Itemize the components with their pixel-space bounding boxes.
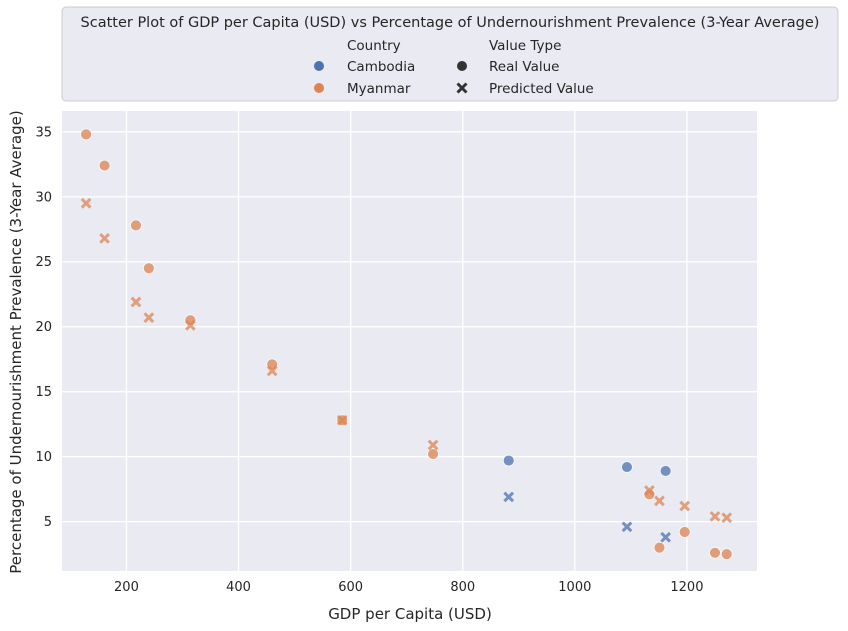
y-tick-label: 5 bbox=[44, 515, 52, 530]
grid-lines bbox=[62, 111, 757, 571]
y-tick-label: 15 bbox=[35, 385, 52, 400]
y-tick-label: 35 bbox=[35, 125, 52, 140]
point-myanmar-real bbox=[130, 219, 142, 232]
plot-background bbox=[62, 111, 757, 571]
point-myanmar-real bbox=[678, 526, 691, 538]
point-cambodia-predicted bbox=[503, 491, 515, 503]
legend-style-title: Value Type bbox=[489, 38, 561, 54]
point-myanmar-predicted bbox=[644, 485, 655, 496]
y-tick-label: 20 bbox=[35, 320, 52, 335]
point-myanmar-real bbox=[720, 548, 733, 561]
point-cambodia-predicted bbox=[660, 531, 672, 543]
chart-title: Scatter Plot of GDP per Capita (USD) vs … bbox=[81, 15, 820, 31]
legend: Scatter Plot of GDP per Capita (USD) vs … bbox=[61, 6, 839, 102]
point-cambodia-real bbox=[659, 465, 672, 477]
legend-myanmar-label: Myanmar bbox=[347, 81, 411, 97]
point-myanmar-predicted bbox=[336, 414, 348, 426]
point-myanmar-predicted bbox=[654, 495, 665, 507]
point-cambodia-real bbox=[502, 454, 515, 467]
point-myanmar-predicted bbox=[143, 312, 155, 323]
legend-predicted-value-label: Predicted Value bbox=[489, 81, 594, 97]
x-axis-label: GDP per Capita (USD) bbox=[328, 605, 492, 623]
point-myanmar-real bbox=[80, 128, 93, 141]
point-myanmar-predicted bbox=[709, 511, 721, 522]
point-myanmar-real bbox=[98, 159, 111, 172]
point-myanmar-predicted bbox=[184, 320, 196, 331]
tick-labels: 200 400 600 800 1000 1200 5 10 15 20 25 30 35 bbox=[35, 125, 703, 595]
legend-real-value-label: Real Value bbox=[489, 59, 559, 75]
point-cambodia-real bbox=[621, 461, 633, 473]
legend-hue-title: Country bbox=[347, 38, 401, 54]
point-myanmar-real bbox=[653, 541, 666, 554]
x-tick-label: 1000 bbox=[558, 580, 591, 595]
point-myanmar-predicted bbox=[99, 232, 110, 244]
x-tick-label: 600 bbox=[338, 580, 363, 595]
point-myanmar-predicted bbox=[130, 296, 142, 308]
point-myanmar-real bbox=[427, 448, 439, 460]
x-tick-label: 200 bbox=[114, 580, 139, 595]
legend-predicted-value-x-icon bbox=[456, 82, 468, 94]
point-myanmar-predicted bbox=[427, 439, 439, 451]
legend-real-value-circle-icon bbox=[457, 61, 467, 71]
point-myanmar-predicted bbox=[80, 197, 92, 209]
point-myanmar-real bbox=[142, 262, 155, 275]
legend-cambodia-circle-icon bbox=[314, 61, 324, 71]
point-myanmar-predicted bbox=[679, 500, 691, 512]
x-tick-label: 800 bbox=[450, 580, 475, 595]
x-tick-label: 400 bbox=[226, 580, 251, 595]
legend-box bbox=[61, 6, 839, 102]
point-cambodia-predicted bbox=[621, 521, 633, 533]
y-tick-label: 30 bbox=[35, 190, 52, 205]
point-myanmar-predicted bbox=[721, 512, 733, 524]
legend-myanmar-circle-icon bbox=[314, 83, 324, 93]
point-myanmar-real bbox=[709, 546, 721, 559]
legend-cambodia-label: Cambodia bbox=[347, 59, 415, 75]
x-tick-label: 1200 bbox=[670, 580, 703, 595]
y-axis-label: Percentage of Undernourishment Prevalenc… bbox=[7, 110, 25, 573]
y-tick-label: 25 bbox=[35, 255, 52, 270]
point-myanmar-predicted bbox=[266, 365, 278, 377]
data-points bbox=[80, 128, 733, 561]
y-tick-label: 10 bbox=[35, 450, 52, 465]
